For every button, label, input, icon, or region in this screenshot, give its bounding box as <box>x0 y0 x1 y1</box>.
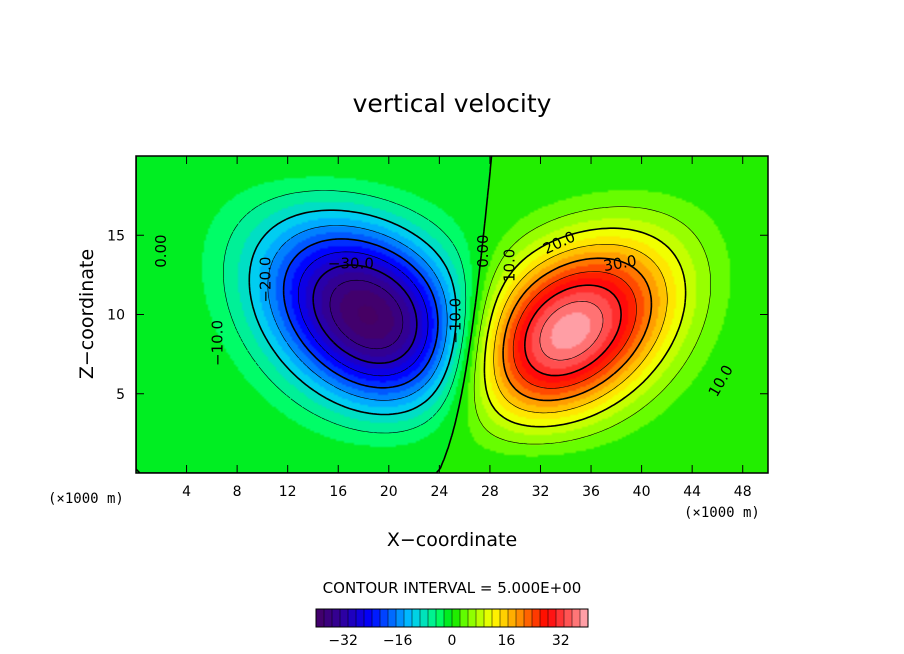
colorbar-swatch <box>508 609 517 627</box>
x-tick-label: 28 <box>481 484 499 500</box>
contour-label: −10.0 <box>446 298 464 344</box>
contour-label: 10.0 <box>501 249 519 282</box>
contour-label: −20.0 <box>257 257 275 303</box>
colorbar-swatch <box>468 609 477 627</box>
colorbar-swatch <box>420 609 429 627</box>
colorbar-swatch <box>476 609 485 627</box>
colorbar-swatch <box>460 609 469 627</box>
colorbar-swatch <box>524 609 533 627</box>
colorbar-swatches <box>315 609 589 627</box>
colorbar-tick-label: 0 <box>448 633 457 649</box>
contour-line <box>298 251 429 377</box>
colorbar-tick-label: −16 <box>383 633 413 649</box>
colorbar-swatch <box>348 609 357 627</box>
y-tick-label: 15 <box>107 228 125 244</box>
colorbar-swatch <box>500 609 509 627</box>
x-tick-label: 32 <box>532 484 550 500</box>
contour-line <box>248 209 457 416</box>
colorbar-swatch <box>388 609 397 627</box>
colorbar-swatch <box>372 609 381 627</box>
colorbar-frame <box>315 608 589 628</box>
contour-lines <box>136 156 711 473</box>
colorbar-swatch <box>324 609 333 627</box>
colorbar-swatch <box>564 609 573 627</box>
contour-label: 30.0 <box>602 252 638 276</box>
plot-area: 0.00−10.0−20.0 −30.0−10.00.00 10.020.030.0… <box>135 155 769 474</box>
contour-interval: CONTOUR INTERVAL = 5.000E+00 <box>323 579 582 597</box>
colorbar-ticks: −32 −16 0 16 32 <box>328 633 569 649</box>
contour-line <box>282 238 439 389</box>
x-tick-label: 20 <box>380 484 398 500</box>
x-tick-label: 16 <box>329 484 347 500</box>
colorbar-swatch <box>532 609 541 627</box>
x-tick-label: 48 <box>734 484 752 500</box>
y-tick-label: 10 <box>107 308 125 324</box>
contour-label: 0.00 <box>152 234 170 267</box>
contour-line <box>539 301 604 361</box>
colorbar-swatch <box>364 609 373 627</box>
colorbar-swatch <box>572 609 581 627</box>
x-tick-label: 8 <box>233 484 242 500</box>
x-unit-right: (×1000 m) <box>684 505 760 521</box>
contour-line <box>312 264 418 364</box>
colorbar-tick-label: 16 <box>497 633 515 649</box>
contour-line <box>483 227 687 428</box>
contour-fill <box>136 156 768 473</box>
x-tick-label: 4 <box>182 484 191 500</box>
contour-line <box>136 156 493 473</box>
colorbar-swatch <box>396 609 405 627</box>
x-unit-left: (×1000 m) <box>48 491 124 507</box>
contour-line <box>524 284 622 377</box>
colorbar-swatch <box>412 609 421 627</box>
y-axis-label: Z−coordinate <box>76 249 98 379</box>
colorbar-tick-label: −32 <box>328 633 358 649</box>
contour-line <box>223 190 467 434</box>
colorbar-swatch <box>548 609 557 627</box>
colorbar-swatch <box>444 609 453 627</box>
contour-label: −30.0 <box>328 254 374 272</box>
x-tick-label: 40 <box>633 484 651 500</box>
x-tick-label: 36 <box>582 484 600 500</box>
colorbar-swatch <box>580 609 589 627</box>
colorbar-swatch <box>556 609 565 627</box>
colorbar-swatch <box>492 609 501 627</box>
contour-line <box>493 244 668 414</box>
colorbar: −32 −16 0 16 32 <box>315 608 589 649</box>
contour-label: 0.00 <box>474 234 492 267</box>
colorbar-swatch <box>484 609 493 627</box>
colorbar-tick-label: 32 <box>552 633 570 649</box>
contour-line <box>502 257 653 402</box>
x-tick-label: 44 <box>683 484 701 500</box>
colorbar-swatch <box>340 609 349 627</box>
chart-title: vertical velocity <box>353 89 552 118</box>
colorbar-swatch <box>332 609 341 627</box>
colorbar-swatch <box>404 609 413 627</box>
colorbar-swatch <box>316 609 325 627</box>
colorbar-swatch <box>380 609 389 627</box>
colorbar-swatch <box>436 609 445 627</box>
contour-label: −10.0 <box>209 320 227 366</box>
contour-line <box>267 225 448 401</box>
colorbar-swatch <box>356 609 365 627</box>
colorbar-swatch <box>516 609 525 627</box>
x-axis-label: X−coordinate <box>387 529 517 551</box>
y-tick-label: 5 <box>116 387 125 403</box>
colorbar-swatch <box>428 609 437 627</box>
x-axis: 4 8 12 16 20 24 28 32 36 40 44 48 <box>182 156 752 500</box>
y-axis: 5 10 15 <box>107 228 768 403</box>
x-tick-label: 24 <box>430 484 448 500</box>
contour-line <box>329 279 404 350</box>
x-tick-label: 12 <box>279 484 297 500</box>
colorbar-swatch <box>452 609 461 627</box>
colorbar-swatch <box>540 609 549 627</box>
contour-line <box>473 206 711 445</box>
contour-line <box>512 271 637 389</box>
